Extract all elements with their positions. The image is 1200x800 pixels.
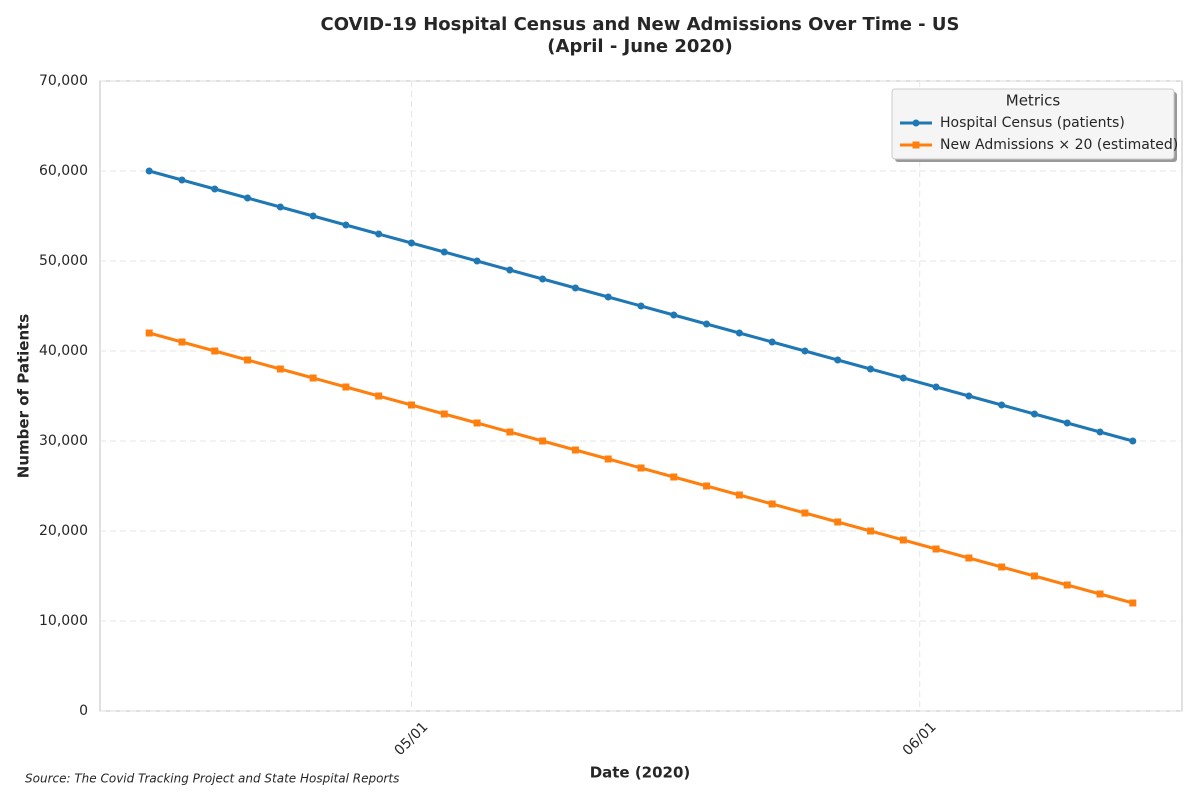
marker (801, 509, 809, 517)
marker (899, 536, 907, 544)
marker (604, 293, 612, 301)
y-tick-label: 70,000 (39, 73, 88, 89)
marker (1129, 599, 1137, 607)
marker (604, 455, 612, 463)
marker (965, 554, 973, 562)
marker (211, 347, 219, 355)
legend-label: Hospital Census (patients) (940, 115, 1125, 131)
marker (539, 275, 547, 283)
marker (342, 383, 350, 391)
y-tick-label: 0 (79, 703, 88, 719)
marker (703, 482, 711, 490)
marker (703, 320, 711, 328)
y-axis-label: Number of Patients (15, 314, 33, 478)
marker (375, 230, 383, 238)
source: Source: The Covid Tracking Project and S… (25, 772, 399, 786)
marker (1063, 581, 1071, 589)
chart-subtitle: (April - June 2020) (547, 36, 732, 57)
marker (244, 194, 252, 202)
y-tick-label: 40,000 (39, 343, 88, 359)
marker (932, 545, 940, 553)
marker (571, 446, 579, 454)
marker (1096, 428, 1104, 436)
marker (506, 266, 514, 274)
legend-box (891, 88, 1175, 160)
y-tick-label: 30,000 (39, 433, 88, 449)
marker (1030, 572, 1038, 580)
y-tick-label: 60,000 (39, 163, 88, 179)
marker (768, 500, 776, 508)
marker (998, 401, 1006, 409)
marker (1096, 590, 1104, 598)
marker (899, 374, 907, 382)
y-tick-label: 50,000 (39, 253, 88, 269)
marker (834, 518, 842, 526)
marker (867, 527, 875, 535)
marker (932, 383, 940, 391)
marker (867, 365, 875, 373)
marker (1063, 419, 1071, 427)
marker (145, 167, 153, 175)
marker (768, 338, 776, 346)
marker (473, 419, 481, 427)
y-tick-label: 20,000 (39, 523, 88, 539)
x-tick-label: 05/01 (392, 719, 432, 759)
marker (211, 185, 219, 193)
marker (178, 176, 186, 184)
marker (735, 491, 743, 499)
chart-title: COVID-19 Hospital Census and New Admissi… (320, 14, 959, 35)
marker (407, 401, 415, 409)
marker (145, 329, 153, 337)
marker (801, 347, 809, 355)
x-axis-label: Date (2020) (590, 764, 691, 782)
marker (834, 356, 842, 364)
marker (965, 392, 973, 400)
plot-area (99, 80, 1183, 712)
marker (178, 338, 186, 346)
marker (637, 302, 645, 310)
marker (440, 248, 448, 256)
marker (309, 212, 317, 220)
marker (735, 329, 743, 337)
marker (1129, 437, 1137, 445)
marker (276, 365, 284, 373)
marker (1030, 410, 1038, 418)
legend-title: Metrics (1006, 92, 1061, 110)
marker (407, 239, 415, 247)
legend-marker (912, 119, 920, 127)
marker (440, 410, 448, 418)
marker (342, 221, 350, 229)
marker (670, 473, 678, 481)
marker (276, 203, 284, 211)
x-tick-label: 06/01 (900, 719, 940, 759)
marker (637, 464, 645, 472)
legend-marker (912, 141, 920, 149)
marker (309, 374, 317, 382)
marker (473, 257, 481, 265)
marker (375, 392, 383, 400)
marker (571, 284, 579, 292)
marker (670, 311, 678, 319)
legend: Metrics Hospital Census (patients) New Adm… (891, 88, 1178, 162)
marker (244, 356, 252, 364)
y-tick-label: 10,000 (39, 613, 88, 629)
marker (998, 563, 1006, 571)
legend-label: New Admissions × 20 (estimated) (940, 137, 1178, 153)
marker (539, 437, 547, 445)
marker (506, 428, 514, 436)
